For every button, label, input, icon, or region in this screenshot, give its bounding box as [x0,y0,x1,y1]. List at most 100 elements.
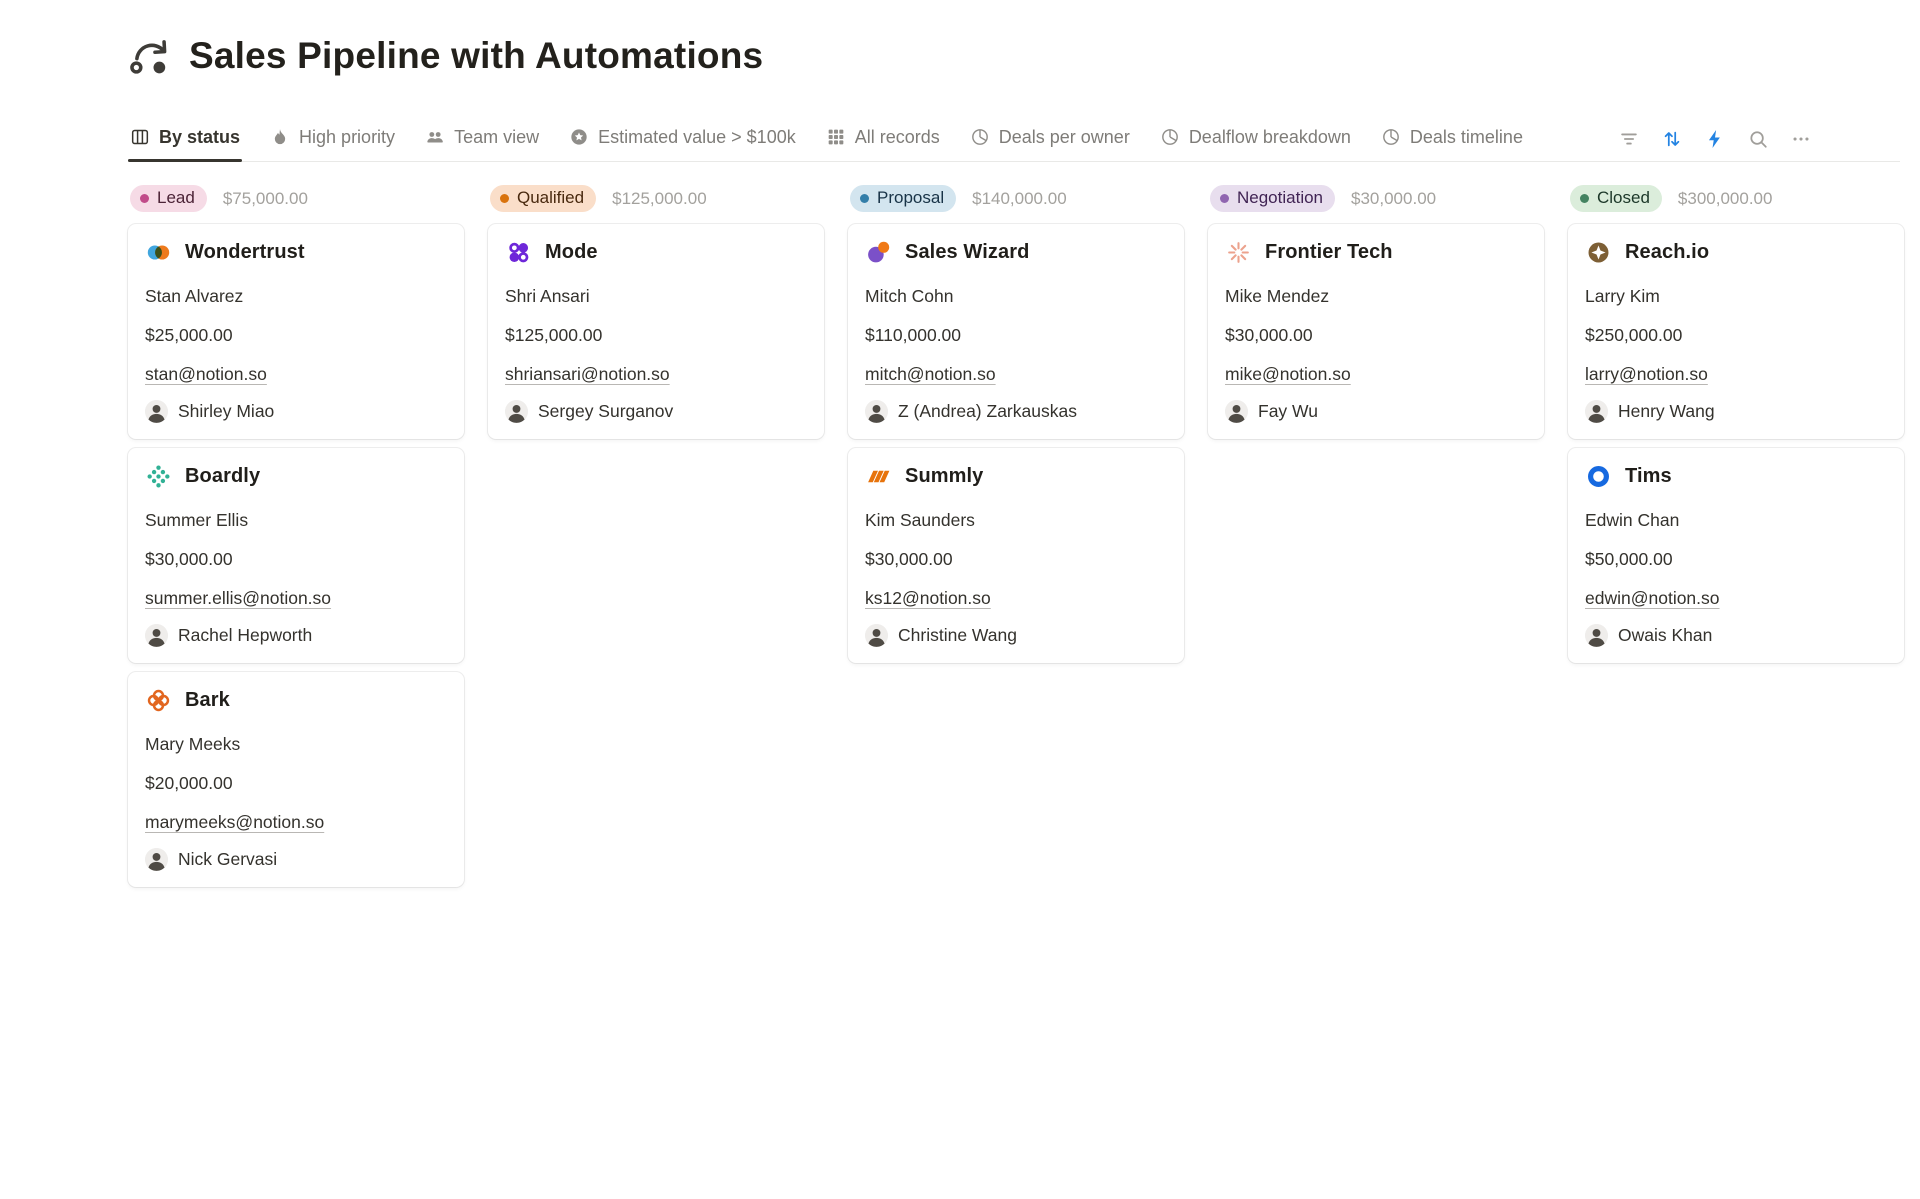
email-link[interactable]: marymeeks@notion.so [145,811,325,832]
view-tab[interactable]: Estimated value > $100k [567,118,798,161]
view-tab[interactable]: Deals timeline [1379,118,1525,161]
deal-value: $50,000.00 [1585,548,1673,569]
email-link[interactable]: summer.ellis@notion.so [145,587,332,608]
company-name: Boardly [185,464,261,487]
column-cards: Mode Shri Ansari $125,000.00 shriansari@… [488,223,824,439]
deal-card[interactable]: Wondertrust Stan Alvarez $25,000.00 stan… [128,223,464,439]
contact-name: Summer Ellis [145,509,249,530]
company-name: Bark [185,688,230,711]
board-view-icon [130,127,150,147]
pie-chart-icon [1381,127,1401,147]
deal-card[interactable]: Frontier Tech Mike Mendez $30,000.00 mik… [1208,223,1544,439]
contact-name: Kim Saunders [865,509,975,530]
email-link[interactable]: ks12@notion.so [865,587,991,608]
company-logo-icon [505,239,532,266]
owner-chip: Z (Andrea) Zarkauskas [865,399,1167,423]
avatar [1225,399,1248,423]
view-tabs: By status High priority Team view Estima… [128,118,1525,162]
company-logo-icon [1585,239,1612,266]
company-logo-icon [1225,239,1252,266]
status-label: Qualified [517,187,585,207]
company-logo-icon [1585,463,1612,490]
avatar [145,847,168,871]
email-link[interactable]: mitch@notion.so [865,363,996,384]
company-name: Summly [905,464,984,487]
contact-name: Larry Kim [1585,285,1660,306]
email-link[interactable]: edwin@notion.so [1585,587,1720,608]
status-dot-icon [500,193,509,203]
table-grid-icon [826,127,846,147]
column-header: Negotiation $30,000.00 [1208,184,1544,214]
view-tab[interactable]: Dealflow breakdown [1158,118,1353,161]
view-tab[interactable]: By status [128,118,243,162]
owner-name: Rachel Hepworth [178,624,313,645]
status-dot-icon [860,193,869,203]
column-header: Qualified $125,000.00 [488,184,824,214]
status-dot-icon [1220,193,1229,203]
owner-name: Owais Khan [1618,624,1713,645]
deal-card[interactable]: Bark Mary Meeks $20,000.00 marymeeks@not… [128,671,464,887]
page-title[interactable]: Sales Pipeline with Automations [189,34,764,76]
deal-card[interactable]: Mode Shri Ansari $125,000.00 shriansari@… [488,223,824,439]
column-header: Lead $75,000.00 [128,184,464,214]
contact-name: Mitch Cohn [865,285,954,306]
filter-icon[interactable] [1618,128,1640,150]
search-icon[interactable] [1747,128,1769,150]
view-tab[interactable]: All records [824,118,942,161]
kanban-board: Lead $75,000.00 Wondertrust Stan Alvarez… [0,162,1920,887]
avatar [865,623,888,647]
company-logo-icon [865,463,892,490]
toolbar-actions [1618,118,1812,161]
deal-value: $30,000.00 [145,548,233,569]
owner-name: Z (Andrea) Zarkauskas [898,400,1077,421]
status-badge[interactable]: Qualified [490,184,597,213]
view-tab[interactable]: Deals per owner [968,118,1132,161]
deal-value: $30,000.00 [1225,324,1313,345]
column-total: $300,000.00 [1677,188,1773,208]
avatar [1585,623,1608,647]
deal-value: $110,000.00 [865,324,962,345]
page-header: Sales Pipeline with Automations [0,0,1920,102]
status-badge[interactable]: Negotiation [1210,184,1336,213]
avatar [145,623,168,647]
sort-icon[interactable] [1661,128,1683,150]
view-tab[interactable]: Team view [423,118,541,161]
view-tab[interactable]: High priority [268,118,397,161]
email-link[interactable]: shriansari@notion.so [505,363,670,384]
email-link[interactable]: mike@notion.so [1225,363,1351,384]
owner-chip: Fay Wu [1225,399,1527,423]
avatar [865,399,888,423]
avatar [145,399,168,423]
email-link[interactable]: larry@notion.so [1585,363,1708,384]
column-header: Proposal $140,000.00 [848,184,1184,214]
deal-value: $30,000.00 [865,548,953,569]
owner-name: Henry Wang [1618,400,1715,421]
deal-card[interactable]: Sales Wizard Mitch Cohn $110,000.00 mitc… [848,223,1184,439]
status-label: Closed [1597,187,1650,207]
contact-name: Shri Ansari [505,285,590,306]
status-badge[interactable]: Proposal [850,184,957,213]
board-column: Negotiation $30,000.00 Frontier Tech Mik… [1208,184,1544,439]
contact-name: Edwin Chan [1585,509,1680,530]
deal-card[interactable]: Boardly Summer Ellis $30,000.00 summer.e… [128,447,464,663]
status-badge[interactable]: Lead [130,184,207,213]
deal-card[interactable]: Reach.io Larry Kim $250,000.00 larry@not… [1568,223,1904,439]
automations-icon[interactable] [1704,128,1726,150]
deal-value: $20,000.00 [145,772,233,793]
owner-name: Shirley Miao [178,400,275,421]
company-name: Reach.io [1625,240,1710,263]
more-icon[interactable] [1790,128,1812,150]
email-link[interactable]: stan@notion.so [145,363,267,384]
status-badge[interactable]: Closed [1570,184,1662,213]
column-cards: Wondertrust Stan Alvarez $25,000.00 stan… [128,223,464,887]
deal-card[interactable]: Tims Edwin Chan $50,000.00 edwin@notion.… [1568,447,1904,663]
status-dot-icon [1580,193,1589,203]
column-header: Closed $300,000.00 [1568,184,1904,214]
deal-card[interactable]: Summly Kim Saunders $30,000.00 ks12@noti… [848,447,1184,663]
contact-name: Mary Meeks [145,733,241,754]
board-column: Proposal $140,000.00 Sales Wizard Mitch … [848,184,1184,663]
board-column: Closed $300,000.00 Reach.io Larry Kim $2… [1568,184,1904,663]
contact-name: Mike Mendez [1225,285,1330,306]
automation-arrow-icon [128,35,174,77]
pie-chart-icon [970,127,990,147]
